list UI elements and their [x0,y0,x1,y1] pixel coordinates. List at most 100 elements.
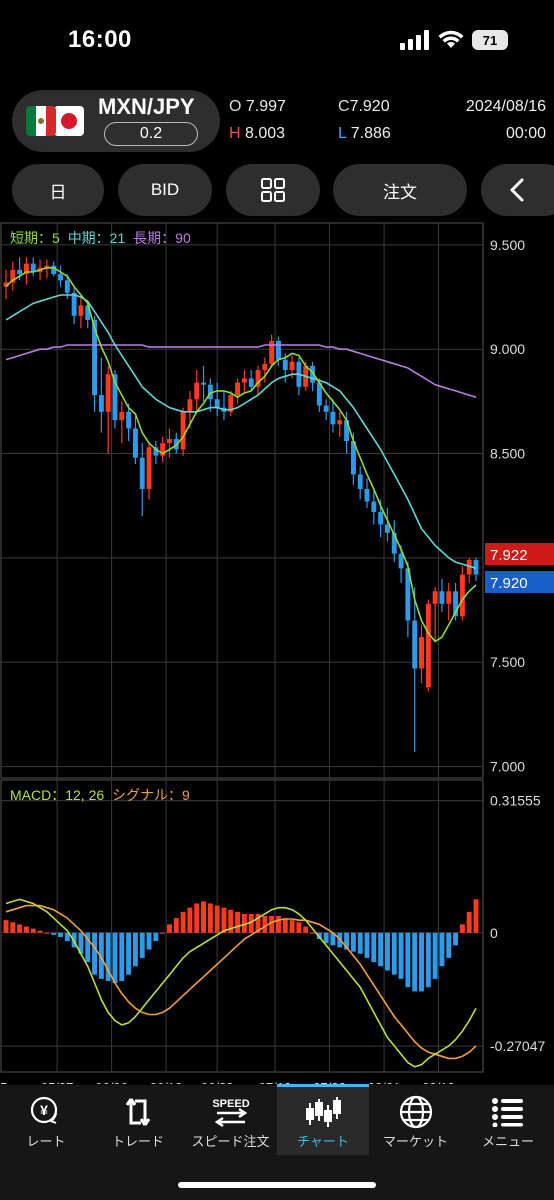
macd-histogram-bar [384,932,390,971]
macd-histogram-bar [344,932,350,950]
price-chart[interactable]: 9.5009.0008.5008.0007.5007.0000.315550-0… [0,222,554,1084]
macd-histogram-bar [425,932,431,988]
price-tick-label: 7.000 [490,759,525,775]
macd-histogram-bar [310,932,315,934]
candle-body [235,382,241,396]
macd-histogram-bar [214,905,220,933]
macd-histogram-bar [30,928,36,933]
candle-body [466,559,472,575]
tab-label: マーケット [382,1134,448,1149]
candle-body [214,399,220,408]
candle-body [453,591,459,617]
candle-body [269,340,275,364]
candle-body [425,603,431,688]
candle-body [459,574,465,617]
macd-histogram-bar [160,932,166,934]
candle-body [255,370,261,387]
macd-histogram-bar [405,932,411,988]
candle-time: 00:00 [505,125,546,142]
candle-body [323,405,329,412]
candle-body [187,399,193,412]
candle-body [105,374,111,412]
macd-histogram-bar [10,922,16,933]
tab-trade[interactable]: トレード [92,1085,184,1155]
macd-histogram-bar [3,920,9,933]
macd-histogram-bar [37,930,43,933]
candle-body [330,411,336,425]
macd-histogram-bar [187,907,193,933]
macd-tick-label: 0 [490,925,498,941]
candle-body [10,269,16,283]
candle-body [119,411,125,421]
macd-histogram-bar [58,932,63,937]
macd-histogram-bar [296,922,302,933]
macd-line [5,898,477,1068]
candle-body [78,305,84,316]
tab-market[interactable]: マーケット [369,1085,462,1155]
candle-body [153,447,159,456]
order-button[interactable]: 注文 [333,164,467,216]
date-tick-label: 07/10 [259,1080,292,1084]
date-tick-label: 06/28 [201,1080,234,1084]
macd-histogram-bar [228,909,234,933]
macd-histogram-bar [207,903,213,933]
period-button[interactable]: 日 [12,164,104,216]
tab-chart[interactable]: チャート [277,1085,369,1155]
price-type-button[interactable]: BID [118,164,212,216]
date-tick-label: 08/01 [368,1080,401,1084]
spread-badge: 0.2 [104,122,198,146]
candle-body [194,382,200,400]
macd-histogram-bar [473,899,479,933]
macd-tick-label: -0.27047 [490,1038,545,1054]
chevron-left-icon [510,178,524,202]
candle-body [201,382,206,385]
macd-histogram-bar [17,924,23,933]
macd-histogram-bar [153,932,159,942]
candle-body [405,568,411,621]
macd-histogram-bar [105,932,111,981]
macd-histogram-bar [262,916,268,933]
price-tick-label: 8.500 [490,446,525,462]
candle-body [439,591,445,604]
tab-speed-order[interactable]: SPEED スピード注文 [184,1085,277,1155]
tab-label: スピード注文 [191,1134,270,1149]
candle-body [51,265,57,275]
candle-body [391,532,397,554]
candle-body [378,511,384,525]
macd-histogram-bar [453,932,459,946]
home-indicator [178,1182,376,1188]
candle-body [64,280,70,293]
date-tick-label: 07/22 [313,1080,346,1084]
candle-body [248,378,254,387]
date-tick-label: 5 [0,1080,7,1084]
close-price: C7.920 [338,98,390,115]
back-button[interactable] [481,164,554,216]
candle-body [350,441,356,475]
globe-icon [399,1095,432,1129]
signal-line [5,904,477,1060]
candles-layer [3,257,479,752]
macd-histogram-bar [459,924,465,933]
layout-button[interactable] [226,164,320,216]
active-tab-indicator [277,1084,369,1087]
macd-histogram-bar [139,932,145,958]
tab-rate[interactable]: ¥ レート [0,1085,92,1155]
ma-mid-line [5,294,477,570]
macd-histogram-bar [269,916,275,933]
macd-histogram-bar [371,932,377,963]
svg-text:SPEED: SPEED [212,1098,249,1110]
tab-menu[interactable]: メニュー [462,1085,554,1155]
macd-histogram-bar [350,932,356,952]
macd-histogram-bar [432,932,438,979]
candle-body [310,365,315,383]
macd-histogram-bar [146,932,152,950]
candle-date: 2024/08/16 [465,98,546,115]
macd-histogram-bar [98,932,104,979]
macd-legend: MACD：12, 26 シグナル：9 [10,787,190,803]
speed-order-icon: SPEED [212,1098,249,1128]
macd-histogram-bar [221,907,227,933]
candle-body [112,374,118,421]
candle-body [23,263,29,275]
candle-body [262,363,268,371]
macd-histogram-bar [378,932,384,967]
